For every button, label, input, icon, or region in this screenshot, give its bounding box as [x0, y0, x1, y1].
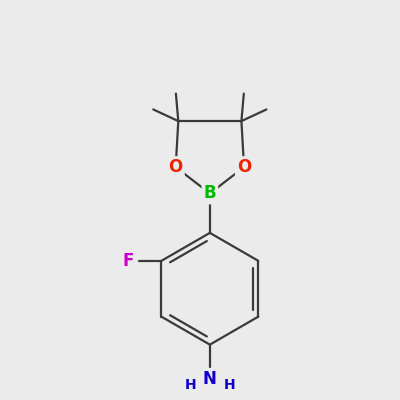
Text: F: F [123, 252, 134, 270]
Text: B: B [204, 184, 216, 202]
Text: O: O [237, 158, 251, 176]
Text: H: H [224, 378, 235, 392]
Text: O: O [168, 158, 183, 176]
Text: H: H [184, 378, 196, 392]
Text: N: N [203, 370, 217, 388]
